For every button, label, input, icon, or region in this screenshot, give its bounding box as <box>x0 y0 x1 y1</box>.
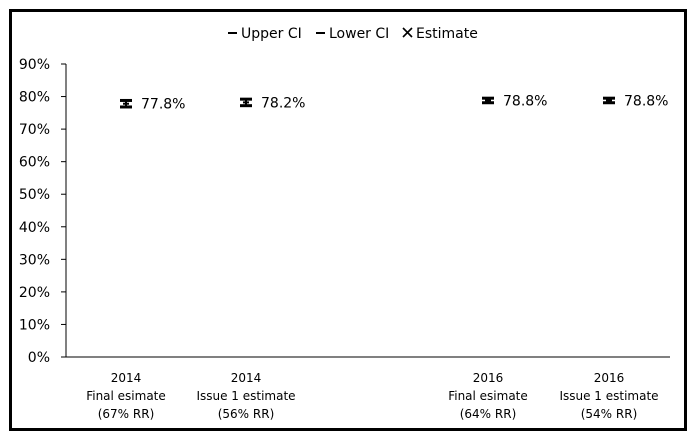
x-category-label: (54% RR) <box>581 407 638 421</box>
x-category-label: 2014 <box>111 371 142 385</box>
y-tick-label: 10% <box>19 317 50 333</box>
y-tick-label: 50% <box>19 187 50 203</box>
x-category-label: 2016 <box>473 371 504 385</box>
x-category-label: Issue 1 estimate <box>559 389 658 403</box>
x-category-label: Final esimate <box>86 389 166 403</box>
data-label: 77.8% <box>141 97 185 113</box>
x-category-label: Issue 1 estimate <box>196 389 295 403</box>
x-category-label: (67% RR) <box>98 407 155 421</box>
legend-label-lower-ci: Lower CI <box>329 26 389 42</box>
x-category-label: Final esimate <box>448 389 528 403</box>
x-category-label: 2016 <box>594 371 625 385</box>
y-tick-label: 30% <box>19 252 50 268</box>
x-category-label: (56% RR) <box>218 407 275 421</box>
y-tick-label: 90% <box>19 57 50 73</box>
legend-marker-estimate <box>402 27 413 38</box>
data-label: 78.8% <box>503 93 547 109</box>
x-category-label: 2014 <box>231 371 262 385</box>
chart-frame <box>9 9 687 431</box>
y-tick-label: 60% <box>19 155 50 171</box>
data-label: 78.2% <box>261 95 305 111</box>
legend-label-upper-ci: Upper CI <box>241 26 302 42</box>
y-tick-label: 20% <box>19 285 50 301</box>
y-tick-label: 70% <box>19 122 50 138</box>
y-tick-label: 40% <box>19 220 50 236</box>
y-tick-label: 80% <box>19 90 50 106</box>
legend-label-estimate: Estimate <box>416 26 478 42</box>
x-category-label: (64% RR) <box>460 407 517 421</box>
y-tick-label: 0% <box>28 350 50 366</box>
data-label: 78.8% <box>624 93 668 109</box>
